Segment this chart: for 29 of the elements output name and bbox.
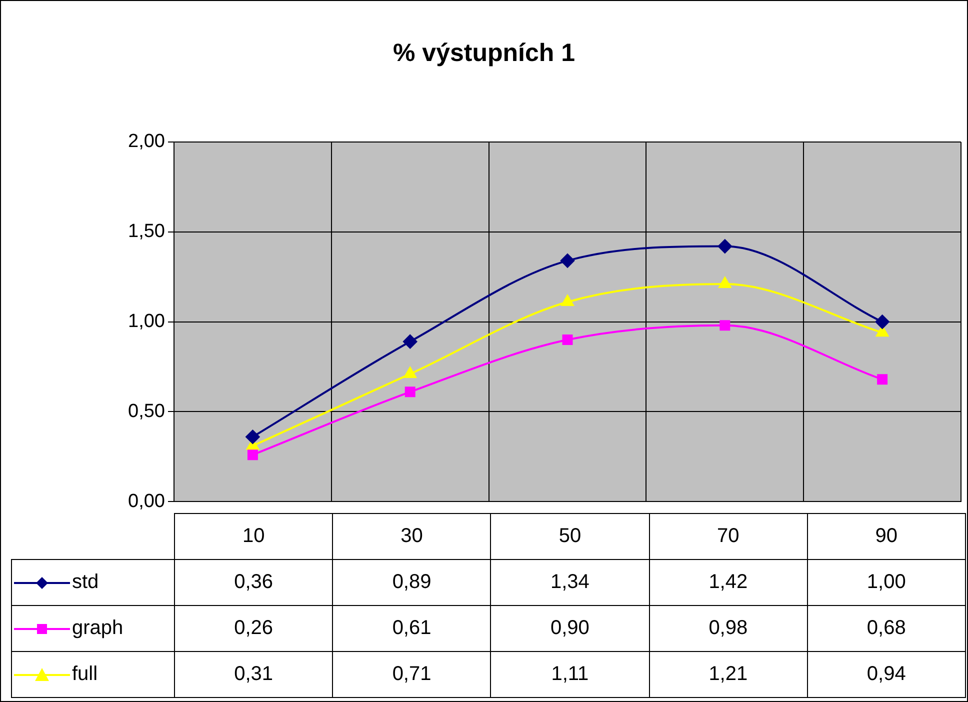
y-tick-label: 0,50	[128, 400, 165, 422]
legend-label: std	[72, 571, 99, 593]
data-label: 1,42	[649, 560, 808, 606]
data-label: 0,94	[807, 652, 966, 698]
x-tick-label: 70	[649, 514, 808, 560]
data-label: 0,98	[649, 606, 808, 652]
legend-label: full	[72, 663, 98, 685]
data-label: 1,21	[649, 652, 808, 698]
y-tick-label: 1,00	[128, 311, 165, 332]
legend-label: graph	[72, 617, 124, 639]
data-label: 0,61	[332, 606, 491, 652]
x-tick-label: 50	[490, 514, 650, 560]
data-label: 1,00	[807, 560, 966, 606]
data-label: 0,36	[174, 560, 333, 606]
data-label: 0,89	[332, 560, 491, 606]
y-tick-label: 2,00	[128, 131, 165, 152]
x-tick-label: 90	[807, 514, 966, 560]
x-tick-label: 30	[332, 514, 491, 560]
y-tick-label: 0,00	[128, 490, 165, 512]
data-label: 0,68	[807, 606, 966, 652]
data-label: 0,26	[174, 606, 333, 652]
data-label: 0,90	[490, 606, 650, 652]
data-label: 1,11	[490, 652, 650, 698]
data-label: 0,71	[332, 652, 491, 698]
data-label: 0,31	[174, 652, 333, 698]
y-tick-label: 1,50	[128, 221, 165, 242]
x-tick-label: 10	[174, 514, 333, 560]
chart-title: % výstupních 1	[392, 39, 576, 68]
data-label: 1,34	[490, 560, 650, 606]
